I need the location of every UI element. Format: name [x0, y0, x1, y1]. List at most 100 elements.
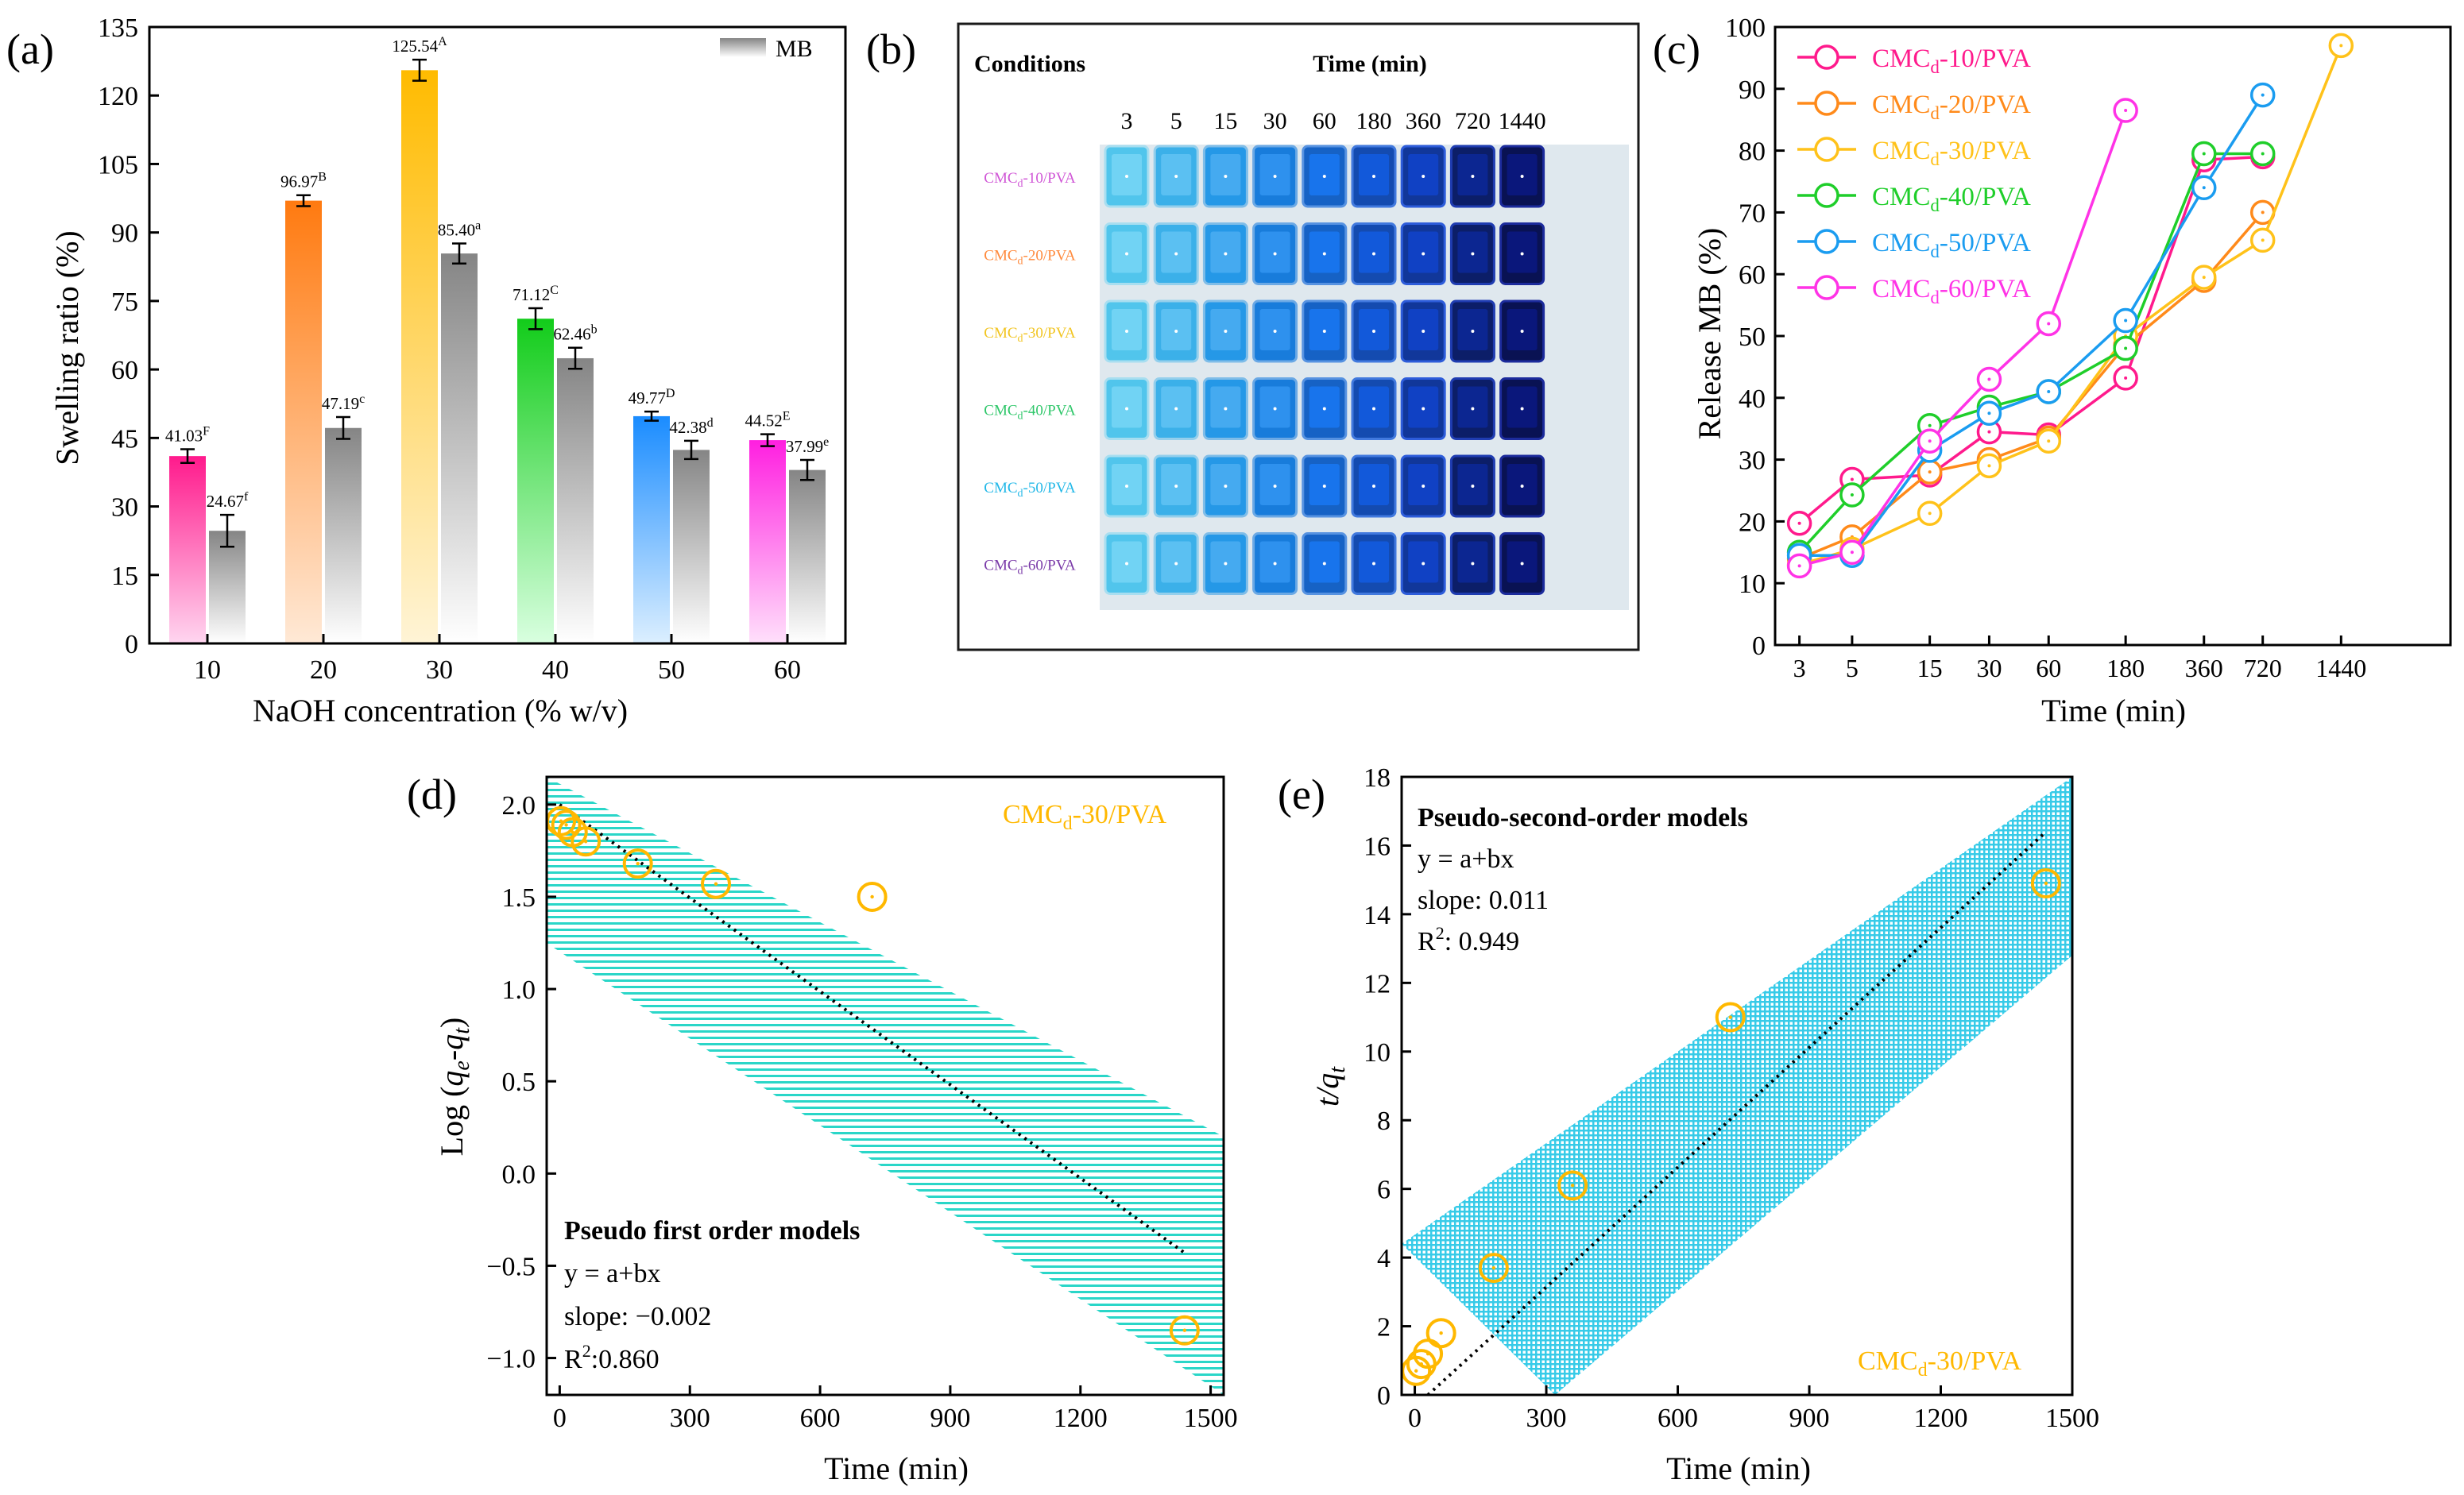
- vial-glint: [1471, 407, 1475, 411]
- b-condition-label: CMCd-10/PVA: [984, 170, 1076, 190]
- a-xtick-label: 60: [774, 655, 801, 685]
- c-series-line: [1798, 211, 2265, 560]
- bar-value-label: 44.52E: [745, 410, 790, 431]
- panel-e-equation: y = a+bx: [1418, 844, 1514, 874]
- confidence-band: [547, 777, 1224, 1395]
- panel-e-r2: R2: 0.949: [1418, 923, 1519, 956]
- ytick-label: 12: [1364, 969, 1391, 999]
- mb-bar: [673, 450, 710, 643]
- panel-d-r2: R2:0.860: [564, 1341, 660, 1374]
- legend-mb-swatch: [720, 38, 766, 57]
- c-data-point-dot: [2261, 93, 2265, 97]
- panel-a-ylabel: Swelling ratio (%): [49, 230, 85, 465]
- c-ytick-label: 70: [1739, 199, 1766, 228]
- c-data-point-dot: [1987, 464, 1991, 468]
- vial-glint: [1174, 562, 1178, 566]
- c-xtick-label: 1440: [2315, 654, 2366, 682]
- vial-glint: [1422, 330, 1425, 333]
- c-data-point-dot: [1850, 493, 1854, 496]
- vial-glint: [1224, 407, 1228, 411]
- vial-glint: [1125, 175, 1128, 178]
- panel-d-scatter: (d) −1.0 −0.5 0.0 0.5 1.0 1.5 2.0 0 300 600 900 12…: [407, 771, 1238, 1486]
- c-data-point-dot: [1797, 564, 1801, 568]
- vial-glint: [1174, 252, 1178, 256]
- b-time-label: 720: [1455, 108, 1491, 134]
- vial-glint: [1224, 485, 1228, 488]
- c-legend-label: CMCd-30/PVA: [1872, 137, 2031, 169]
- c-data-point-dot: [2202, 186, 2206, 190]
- panel-e-plot-frame: [1400, 775, 2074, 1396]
- scatter-point-dot: [1491, 1265, 1496, 1270]
- bar-value-label: 24.67f: [207, 490, 249, 511]
- c-ytick-label: 0: [1752, 632, 1766, 661]
- c-data-point-dot: [2261, 152, 2265, 156]
- confidence-band: [1402, 777, 2072, 1395]
- c-xtick-label: 3: [1793, 654, 1806, 682]
- c-data-point-dot: [1928, 512, 1932, 516]
- panel-b-conditions-header: Conditions: [974, 51, 1085, 77]
- bar-value-label: 85.40a: [438, 218, 481, 239]
- panel-b-time-header: Time (min): [1313, 51, 1427, 77]
- c-data-point-dot: [1987, 411, 1991, 415]
- xtick-label: 0: [1408, 1404, 1422, 1433]
- a-ytick-label: 75: [111, 288, 138, 317]
- panel-e-slope: slope: 0.011: [1418, 886, 1549, 915]
- vial-glint: [1422, 252, 1425, 256]
- ytick-label: 0.0: [502, 1160, 536, 1189]
- vial-glint: [1174, 330, 1178, 333]
- vial-glint: [1273, 175, 1277, 178]
- ytick-label: 18: [1364, 763, 1391, 793]
- scatter-point: [1425, 1318, 1456, 1349]
- panel-d-label: (d): [407, 771, 457, 818]
- vial-glint: [1422, 175, 1425, 178]
- vial-glint: [1471, 252, 1475, 256]
- panel-e-xlabel: Time (min): [1666, 1451, 1811, 1486]
- panel-a-xlabel: NaOH concentration (% w/v): [253, 693, 628, 728]
- c-data-point-dot: [2202, 276, 2206, 280]
- panel-e-model-title: Pseudo-second-order models: [1418, 803, 1748, 832]
- scatter-point: [1169, 1315, 1200, 1346]
- c-series-line: [1798, 155, 2263, 525]
- vial-glint: [1224, 252, 1228, 256]
- b-condition-label: CMCd-20/PVA: [984, 248, 1076, 268]
- c-data-point-dot: [2339, 44, 2343, 48]
- scatter-point-dot: [1570, 1184, 1575, 1188]
- c-ytick-label: 100: [1725, 14, 1766, 43]
- a-ytick-label: 45: [111, 424, 138, 454]
- panel-a-bar-chart: (a) Swelling ratio (%) NaOH concentratio…: [6, 14, 847, 728]
- c-legend-marker: [1814, 275, 1839, 300]
- scatter-point: [1715, 1002, 1746, 1033]
- mb-bar: [209, 531, 246, 643]
- vial-glint: [1372, 252, 1375, 256]
- panel-d-plot-frame: [545, 775, 1225, 1396]
- c-data-point-dot: [2261, 211, 2265, 214]
- a-ytick-label: 90: [111, 219, 138, 249]
- c-data-point-dot: [1928, 470, 1932, 474]
- ytick-label: 14: [1364, 901, 1391, 930]
- panel-d-series-label: CMCd-30/PVA: [1003, 800, 1166, 834]
- panel-e-ylabel: t/qt: [1309, 1066, 1350, 1107]
- vial-glint: [1174, 485, 1178, 488]
- vial-glint: [1322, 330, 1326, 333]
- mb-bar: [789, 469, 826, 643]
- c-data-point-dot: [2124, 109, 2128, 113]
- vial-glint: [1273, 485, 1277, 488]
- vial-glint: [1322, 562, 1326, 566]
- vial-glint: [1322, 252, 1326, 256]
- vial-glint: [1520, 252, 1524, 256]
- swelling-bar: [633, 415, 670, 643]
- bar-value-label: 49.77D: [629, 387, 675, 408]
- c-series-line: [1799, 94, 2265, 557]
- ytick-label: −1.0: [486, 1345, 536, 1374]
- bar-value-label: 41.03F: [165, 425, 210, 446]
- ytick-label: 16: [1364, 832, 1391, 861]
- c-legend-label: CMCd-40/PVA: [1872, 183, 2031, 215]
- c-legend-label: CMCd-50/PVA: [1872, 229, 2031, 261]
- vial-glint: [1174, 175, 1178, 178]
- vial-glint: [1520, 485, 1524, 488]
- c-series-line: [1798, 152, 2263, 554]
- c-ytick-label: 50: [1739, 323, 1766, 352]
- c-data-point-dot: [2047, 439, 2051, 443]
- c-ytick-label: 40: [1739, 384, 1766, 414]
- vial-glint: [1322, 485, 1326, 488]
